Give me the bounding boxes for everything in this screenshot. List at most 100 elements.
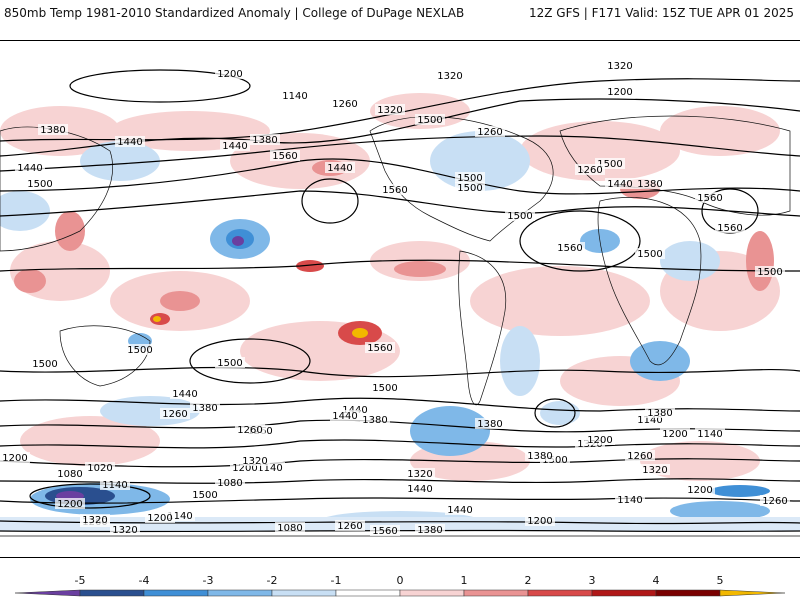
- contour-label: 1500: [372, 383, 397, 394]
- cool-anomaly-patch: [80, 141, 160, 181]
- contour-label: 1560: [382, 185, 407, 196]
- contour-label-bg: [340, 404, 370, 415]
- contour-label-bg: [755, 266, 785, 277]
- contour-label: 1500: [27, 179, 52, 190]
- contour-label: 1440: [607, 179, 632, 190]
- colorbar-swatch: [719, 589, 786, 597]
- colorbar-tick-label: 4: [653, 574, 660, 587]
- contour-label-bg: [38, 124, 68, 135]
- contour-label: 1200: [587, 435, 612, 446]
- cool-anomaly-patch: [540, 401, 580, 425]
- contour-label-bg: [645, 407, 675, 418]
- south-america-outline: [458, 250, 507, 406]
- contour-label-bg: [605, 178, 635, 189]
- contour-label-bg: [170, 388, 200, 399]
- colorbar-tick-label: 5: [717, 574, 724, 587]
- contour-label: 1200: [527, 516, 552, 527]
- contour-label-bg: [625, 450, 655, 461]
- contour-line: [0, 366, 800, 378]
- contour-label: 1440: [172, 389, 197, 400]
- contour-label-bg: [110, 524, 140, 535]
- colorbar-tick-label: -4: [139, 574, 150, 587]
- contour-label-bg: [0, 452, 30, 463]
- contour-label: 1080: [277, 523, 302, 534]
- colorbar-swatch: [79, 589, 145, 597]
- contour-label: 1440: [117, 137, 142, 148]
- contour-label-bg: [215, 477, 245, 488]
- contour-label-bg: [360, 414, 390, 425]
- contour-label-bg: [330, 98, 360, 109]
- contour-label-bg: [85, 462, 115, 473]
- contour-label: 1200: [607, 87, 632, 98]
- warm-anomaly-patch: [160, 291, 200, 311]
- contour-label: 1440: [327, 163, 352, 174]
- eurasia-outline: [559, 115, 791, 216]
- contour-line: [189, 338, 311, 384]
- contour-label: 1260: [627, 451, 652, 462]
- warm-anomaly-patch: [394, 261, 446, 277]
- australia-outline: [59, 325, 151, 387]
- contour-line: [301, 178, 359, 224]
- cool-anomaly-patch: [630, 341, 690, 381]
- warm-anomaly-patch: [20, 416, 160, 466]
- colorbar-tick-labels: -5 -4 -3 -2 -1 0 1 2 3 4 5: [75, 574, 724, 587]
- contour-label: 1380: [527, 451, 552, 462]
- contour-label-bg: [160, 408, 190, 419]
- contour-label: 1200: [662, 429, 687, 440]
- contour-label: 1200: [57, 499, 82, 510]
- contour-label-bg: [505, 210, 535, 221]
- colorbar-swatch: [14, 589, 81, 597]
- contour-label: 1560: [272, 151, 297, 162]
- contour-label: 1500: [457, 173, 482, 184]
- contour-label-bg: [30, 358, 60, 369]
- anomaly-map: 1200114012601320138014401260132014401380…: [0, 60, 800, 537]
- contour-label-bg: [15, 162, 45, 173]
- contour-label: 1020: [87, 463, 112, 474]
- contour-label: 1200: [687, 485, 712, 496]
- contour-label-bg: [325, 162, 355, 173]
- contour-label: 1560: [367, 343, 392, 354]
- contour-label-bg: [25, 178, 55, 189]
- contour-label: 1560: [372, 526, 397, 537]
- warm-anomaly-patch: [153, 316, 161, 322]
- cool-anomaly-patch: [660, 241, 720, 281]
- warm-anomaly-patch: [14, 269, 46, 293]
- contour-label: 1320: [437, 71, 462, 82]
- contour-label: 1260: [162, 409, 187, 420]
- contour-label: 1380: [647, 408, 672, 419]
- contour-label: 1320: [607, 61, 632, 72]
- contour-label: 1140: [282, 91, 307, 102]
- contour-label-bg: [335, 520, 365, 531]
- contour-label-bg: [80, 514, 110, 525]
- contour-label-bg: [615, 494, 645, 505]
- contour-line: [0, 259, 800, 272]
- cool-anomaly-patch: [500, 326, 540, 396]
- contour-label-bg: [370, 382, 400, 393]
- contour-label-bg: [640, 464, 670, 475]
- contour-label-bg: [190, 402, 220, 413]
- colorbar-swatch: [655, 589, 721, 597]
- contour-label-bg: [455, 172, 485, 183]
- colorbar-swatch: [591, 589, 657, 597]
- contour-label: 1320: [642, 465, 667, 476]
- contour-label: 1200: [232, 463, 257, 474]
- contour-label: 1140: [257, 463, 282, 474]
- contour-label: 1140: [617, 495, 642, 506]
- colorbar-swatch: [143, 589, 209, 597]
- cool-anomaly-patch: [670, 501, 770, 521]
- cool-anomaly-patch: [410, 406, 490, 456]
- colorbar: -5 -4 -3 -2 -1 0 1 2 3 4 5: [0, 568, 800, 600]
- contour-label: 1200: [2, 453, 27, 464]
- contour-label: 1440: [447, 505, 472, 516]
- cool-anomaly-patch: [0, 517, 800, 531]
- contour-label-bg: [445, 504, 475, 515]
- contour-label-bg: [235, 424, 265, 435]
- colorbar-tick-label: -2: [267, 574, 278, 587]
- colorbar-tick-label: 0: [397, 574, 404, 587]
- contour-label-bg: [125, 344, 155, 355]
- contour-label: 1380: [362, 415, 387, 426]
- contour-label-bg: [455, 182, 485, 193]
- contour-label: 1140: [637, 415, 662, 426]
- contour-label-bg: [365, 342, 395, 353]
- contour-label-bg: [375, 104, 405, 115]
